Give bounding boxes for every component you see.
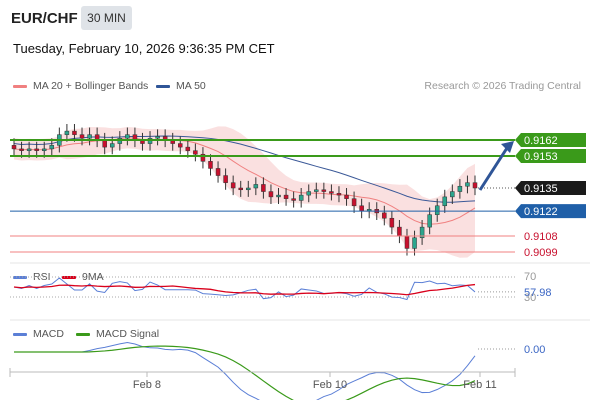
candle-body (412, 237, 417, 249)
rsi-ma-line (13, 283, 476, 296)
level-tag-0.9122 (515, 204, 586, 219)
legend-ma50-label: MA 50 (176, 80, 206, 92)
candle-body (200, 153, 206, 162)
ma50-swatch (156, 84, 170, 88)
rsi-ma-swatch (62, 275, 76, 279)
legend-macd-signal-label: MACD Signal (96, 328, 160, 340)
candle-body (472, 182, 478, 189)
candle-body (329, 191, 334, 194)
symbol-title: EUR/CHF (11, 10, 78, 27)
chart-header: EUR/CHF 30 MIN (0, 0, 590, 36)
candle-body (283, 194, 289, 199)
candle-body (336, 193, 342, 196)
candle-body (351, 198, 357, 207)
candle-body (450, 191, 455, 198)
candle-body (457, 185, 463, 192)
legend-rsi-ma-label: 9MA (82, 271, 104, 283)
timeframe-button[interactable]: 30 MIN (81, 6, 132, 30)
legend-ma20: MA 20 + Bollinger Bands (13, 80, 148, 92)
candle-body (314, 189, 319, 192)
candle-body (238, 187, 243, 191)
x-tick-label: Feb 11 (463, 379, 496, 391)
candle-body (397, 226, 402, 237)
candle-body (359, 205, 364, 212)
candle-body (72, 130, 77, 135)
level-tag-0.9153 (515, 149, 586, 163)
rsi-tick-30: 30 (524, 292, 536, 304)
candle-body (26, 148, 32, 151)
level-tag-0.9135 (515, 181, 586, 195)
x-tick-label: Feb 10 (313, 379, 347, 391)
candle-body (419, 226, 425, 239)
rsi-tick-70: 70 (524, 271, 536, 283)
candle-body (268, 191, 274, 198)
candle-body (193, 150, 198, 155)
candle-body (321, 189, 327, 192)
legend-macd-label: MACD (33, 328, 64, 340)
macd-line (14, 342, 476, 400)
legend-ma20-label: MA 20 + Bollinger Bands (33, 80, 149, 92)
candle-body (102, 139, 107, 148)
candle-body (64, 130, 70, 135)
macd-swatch (13, 332, 27, 336)
candle-body (34, 148, 39, 151)
level-tag-0.9162 (515, 133, 586, 147)
level-label-0.9162: 0.9162 (524, 135, 558, 147)
candle-body (79, 134, 85, 139)
candle-body (276, 194, 281, 198)
candle-body (215, 168, 221, 176)
candle-body (41, 148, 47, 151)
candle-body (178, 143, 183, 148)
level-label-0.9099: 0.9099 (524, 247, 558, 259)
legend-macd: MACD (13, 328, 64, 340)
candle-body (434, 205, 440, 215)
candle-body (19, 148, 24, 151)
candle-body (223, 175, 228, 183)
candle-body (253, 184, 259, 189)
macd-signal-swatch (76, 332, 90, 336)
candle-body (344, 194, 349, 199)
candle-body (109, 143, 115, 148)
candle-body (261, 184, 266, 192)
candle-body (230, 182, 236, 189)
candle-body (306, 191, 311, 196)
legend-rsi-label: RSI (33, 271, 51, 283)
candle-body (155, 136, 160, 139)
credit-text: Research © 2026 Trading Central (424, 80, 581, 92)
chart-datetime: Tuesday, February 10, 2026 9:36:35 PM CE… (13, 41, 275, 56)
candle-body (404, 235, 410, 249)
projection-arrow (478, 147, 509, 191)
macd-signal-line (14, 345, 476, 400)
level-label-0.9122: 0.9122 (524, 206, 558, 218)
level-label-0.9153: 0.9153 (524, 151, 558, 163)
candle-body (185, 146, 191, 151)
x-tick-label: Feb 8 (133, 379, 161, 391)
ma20-line (13, 137, 476, 225)
macd-value-label: 0.00 (524, 344, 545, 356)
legend-rsi-ma: 9MA (62, 271, 104, 283)
level-label-0.9135: 0.9135 (524, 183, 558, 195)
candle-body (465, 182, 470, 187)
candle-body (125, 134, 130, 139)
candle-body (87, 134, 92, 139)
candle-body (11, 145, 17, 150)
candle-body (389, 217, 395, 228)
rsi-value-label: 57.98 (524, 287, 552, 299)
candle-body (427, 214, 432, 228)
ma20-swatch (13, 84, 27, 88)
candle-body (246, 187, 251, 191)
rsi-line (13, 277, 476, 301)
candle-body (382, 212, 387, 219)
legend-macd-signal: MACD Signal (76, 328, 159, 340)
legend-ma50: MA 50 (156, 80, 206, 92)
projection-arrow-head (501, 141, 514, 153)
level-label-0.9108: 0.9108 (524, 231, 558, 243)
bollinger-band (14, 126, 475, 258)
candle-body (49, 145, 55, 150)
candle-body (442, 196, 448, 207)
candle-body (208, 161, 213, 169)
candle-body (291, 198, 296, 201)
candle-body (298, 194, 304, 201)
